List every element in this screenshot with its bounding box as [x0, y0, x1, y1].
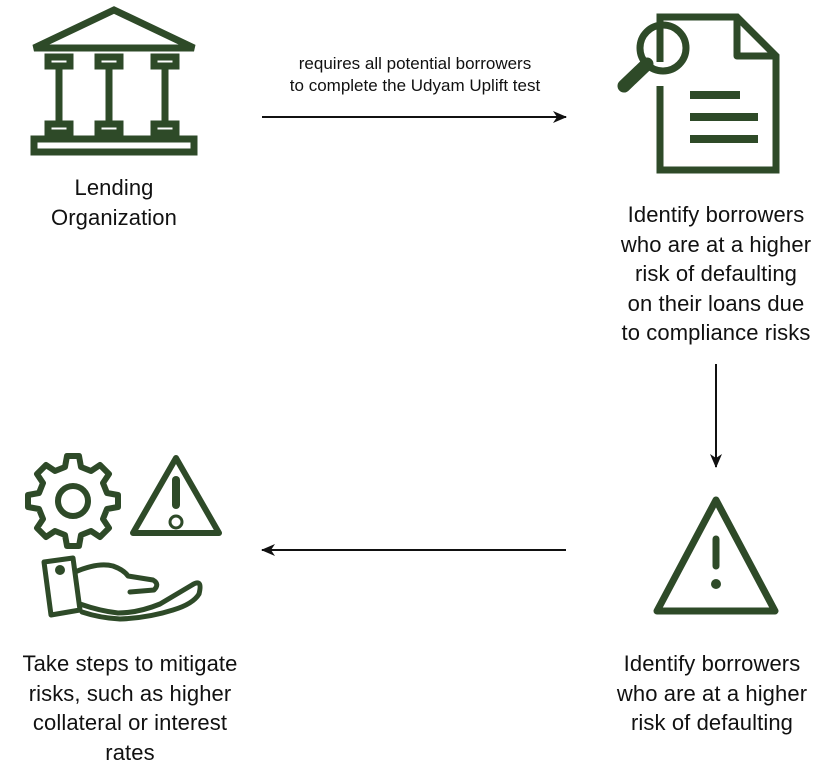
edge-label-requires-test: requires all potential borrowers to comp…	[240, 53, 590, 97]
lender-label-line: Organization	[51, 204, 177, 230]
lender-label-line: Lending	[74, 175, 154, 200]
mitigate-label-line: Take steps to mitigate	[22, 651, 238, 676]
mitigate-label-line: rates	[105, 739, 155, 765]
identify-default-label-line: Identify borrowers	[623, 651, 801, 676]
mitigate-label-line: collateral or interest	[32, 710, 228, 735]
identify-default-label-line: risk of defaulting	[631, 710, 793, 735]
gear-icon	[25, 453, 121, 549]
identify-compliance-label-line: Identify borrowers	[627, 202, 805, 227]
lender-label: Lending Organization	[14, 173, 214, 232]
warning-triangle-icon	[653, 496, 779, 615]
identify-compliance-label-line: on their loans due	[627, 290, 805, 316]
identify-default-label: Identify borrowers who are at a higher r…	[596, 649, 828, 738]
edge-label-line: requires all potential borrowers	[298, 54, 532, 73]
risk-management-icon	[25, 453, 222, 622]
small-warning-icon	[130, 455, 222, 536]
identify-compliance-label-line: who are at a higher	[620, 231, 812, 257]
mitigate-label: Take steps to mitigate risks, such as hi…	[0, 649, 260, 767]
mitigate-label-line: risks, such as higher	[28, 680, 232, 706]
hand-icon	[41, 555, 203, 622]
document-search-icon	[617, 13, 780, 174]
identify-compliance-label-line: to compliance risks	[621, 320, 811, 345]
identify-default-label-line: who are at a higher	[616, 680, 808, 706]
bank-building-icon	[30, 6, 198, 156]
edge-label-line: to complete the Udyam Uplift test	[289, 76, 541, 95]
identify-compliance-label: Identify borrowers who are at a higher r…	[600, 200, 829, 348]
identify-compliance-label-line: risk of defaulting	[635, 261, 797, 286]
